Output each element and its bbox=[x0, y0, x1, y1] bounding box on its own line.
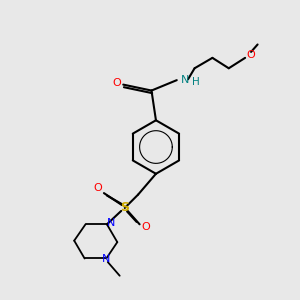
Text: H: H bbox=[192, 76, 200, 87]
Text: N: N bbox=[107, 218, 116, 228]
Text: O: O bbox=[94, 183, 102, 193]
Text: O: O bbox=[112, 78, 121, 88]
Text: N: N bbox=[102, 254, 110, 264]
Text: O: O bbox=[246, 50, 255, 61]
Text: S: S bbox=[120, 202, 129, 214]
Text: O: O bbox=[142, 222, 151, 232]
Text: N: N bbox=[181, 75, 189, 85]
